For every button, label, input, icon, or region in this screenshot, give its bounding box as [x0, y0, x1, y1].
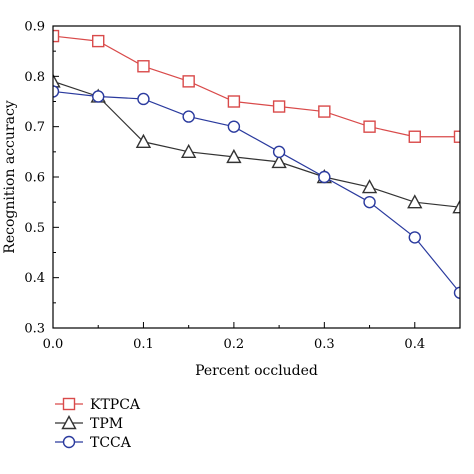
data-point-ktpca — [408, 130, 421, 143]
data-point-tpm — [271, 153, 287, 169]
data-point-tpm — [135, 133, 152, 148]
data-point-ktpca — [53, 29, 60, 43]
legend: KTPCA TPM TCCA — [55, 397, 141, 451]
data-point-ktpca — [453, 130, 460, 143]
axes-layer: 0.0 0.1 0.2 0.3 0.4 0.3 0.4 0.5 0.6 0.7 0.8 0.9 — [24, 20, 461, 352]
data-point-tcca — [53, 85, 60, 98]
data-point-tpm — [53, 73, 61, 88]
y-tick-label: 0.5 — [24, 221, 45, 236]
data-point-tpm — [180, 143, 197, 159]
series-tpm — [53, 73, 460, 214]
data-point-tcca — [137, 92, 150, 106]
legend-item-tpm: TPM — [55, 415, 123, 432]
y-tick-label: 0.7 — [24, 120, 45, 135]
plot-frame — [52, 25, 461, 329]
data-point-ktpca — [227, 95, 241, 108]
data-point-tcca — [408, 231, 421, 244]
y-tick-label: 0.3 — [24, 322, 45, 337]
data-point-tcca — [272, 145, 286, 159]
data-point-ktpca — [92, 34, 105, 48]
data-point-tcca — [227, 120, 241, 133]
x-tick-label: 0.2 — [224, 337, 245, 352]
data-point-tpm — [452, 199, 460, 214]
series-tcca — [53, 85, 460, 299]
y-axis-title: Recognition accuracy — [2, 100, 18, 253]
series-line-tpm — [53, 80, 460, 208]
data-point-tcca — [318, 170, 331, 184]
x-tick-label: 0.0 — [43, 337, 64, 352]
data-point-ktpca — [318, 105, 331, 118]
y-tick-label: 0.9 — [24, 20, 45, 35]
data-point-tcca — [182, 110, 195, 123]
x-tick-label: 0.4 — [404, 337, 425, 352]
legend-marker-tcca — [62, 435, 76, 449]
legend-label-tcca: TCCA — [90, 435, 132, 451]
legend-item-ktpca: KTPCA — [55, 397, 141, 413]
data-point-tpm — [361, 179, 378, 194]
x-tick-label: 0.3 — [314, 337, 335, 352]
x-axis-title: Percent occluded — [195, 363, 318, 379]
series-layer — [53, 29, 460, 299]
legend-item-tcca: TCCA — [55, 435, 132, 451]
data-point-ktpca — [272, 100, 286, 113]
series-line-ktpca — [53, 35, 460, 138]
y-tick-label: 0.4 — [24, 271, 45, 286]
series-ktpca — [53, 29, 460, 143]
legend-label-tpm: TPM — [90, 416, 123, 432]
series-line-tcca — [53, 90, 460, 294]
legend-marker-ktpca — [62, 397, 76, 411]
legend-marker-tpm — [61, 415, 77, 430]
data-point-tpm — [407, 194, 423, 209]
y-tick-label: 0.8 — [24, 70, 45, 85]
data-point-ktpca — [182, 75, 195, 88]
data-point-ktpca — [363, 120, 376, 133]
data-point-tcca — [92, 90, 105, 103]
y-tick-label: 0.6 — [24, 171, 45, 186]
data-point-ktpca — [137, 60, 150, 73]
x-tick-label: 0.1 — [133, 337, 154, 352]
data-point-tcca — [363, 195, 376, 209]
legend-label-ktpca: KTPCA — [90, 397, 141, 413]
data-point-tcca — [453, 286, 460, 299]
data-point-tpm — [226, 148, 242, 164]
